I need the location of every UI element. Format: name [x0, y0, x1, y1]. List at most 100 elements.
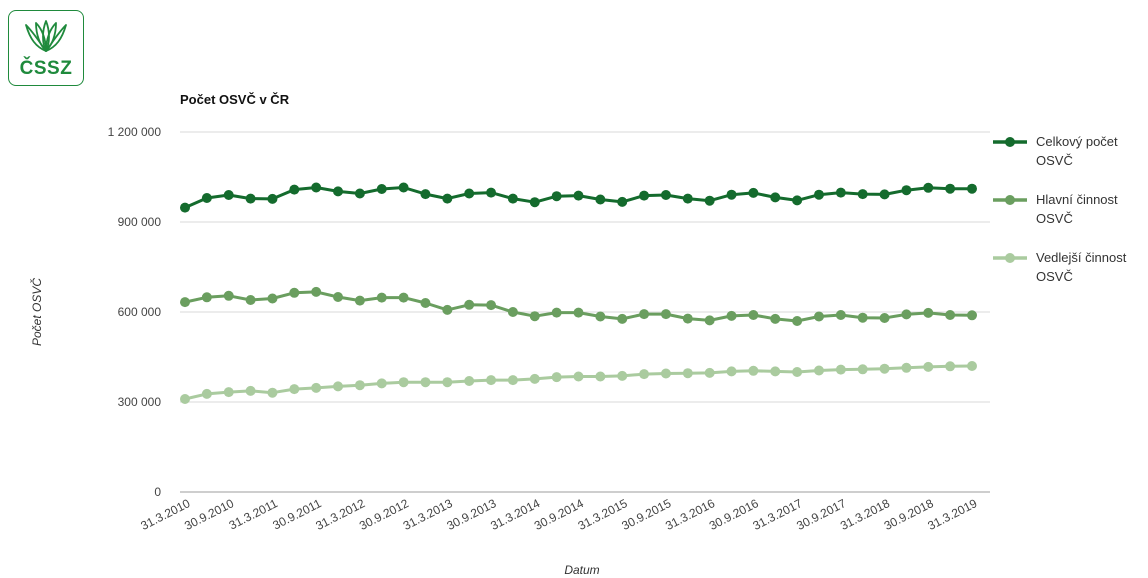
- y-tick-label: 1 200 000: [108, 125, 162, 139]
- x-tick-label: 30.9.2010: [182, 496, 236, 533]
- data-point: [180, 297, 190, 308]
- data-point: [682, 313, 693, 324]
- x-tick-label: 31.3.2017: [751, 496, 805, 533]
- data-point: [857, 364, 868, 375]
- data-point: [398, 377, 409, 388]
- data-point: [529, 311, 540, 322]
- data-point: [311, 382, 322, 393]
- data-point: [398, 292, 409, 303]
- data-point: [464, 376, 475, 386]
- data-point: [813, 311, 824, 322]
- data-point: [551, 191, 562, 202]
- legend-item: Hlavní činnost OSVČ: [993, 192, 1118, 226]
- x-tick-label: 31.3.2019: [925, 496, 979, 533]
- x-tick-label: 31.3.2016: [663, 496, 717, 533]
- data-point: [180, 202, 190, 213]
- data-point: [901, 185, 912, 196]
- data-point: [267, 387, 278, 398]
- data-point: [726, 366, 737, 377]
- data-point: [770, 192, 781, 203]
- series-group: [180, 182, 977, 404]
- data-point: [573, 307, 584, 318]
- data-point: [442, 377, 453, 388]
- data-point: [420, 189, 431, 200]
- legend-swatch-dot: [1005, 137, 1015, 147]
- x-tick-label: 31.3.2011: [227, 496, 280, 532]
- data-point: [595, 371, 606, 382]
- data-point: [967, 310, 977, 321]
- x-tick-label: 31.3.2018: [838, 496, 892, 533]
- data-point: [376, 184, 387, 194]
- series-1: [180, 182, 977, 213]
- data-point: [420, 298, 431, 308]
- data-point: [639, 369, 650, 380]
- data-point: [879, 189, 890, 200]
- data-point: [792, 316, 803, 326]
- legend-label: Hlavní činnost OSVČ: [1036, 192, 1118, 226]
- legend-label: Vedlejší činnost OSVČ: [1036, 250, 1127, 284]
- x-tick-label: 31.3.2012: [313, 496, 367, 533]
- data-point: [223, 387, 234, 398]
- data-point: [529, 197, 540, 208]
- leaf-icon: [25, 20, 67, 52]
- data-point: [267, 293, 278, 304]
- data-point: [748, 187, 759, 198]
- x-tick-label: 31.3.2014: [488, 496, 542, 533]
- x-tick-label: 31.3.2010: [138, 496, 192, 533]
- legend-item: Vedlejší činnost OSVČ: [993, 250, 1127, 284]
- data-point: [660, 368, 671, 379]
- x-tick-label: 30.9.2013: [444, 496, 498, 533]
- logo-text: ČSSZ: [19, 58, 73, 79]
- data-point: [245, 295, 256, 305]
- data-point: [595, 194, 606, 205]
- data-point: [551, 307, 562, 318]
- data-point: [354, 295, 365, 306]
- x-axis-title: Datum: [564, 563, 599, 577]
- data-point: [813, 365, 824, 376]
- data-point: [617, 370, 628, 381]
- data-point: [267, 193, 278, 204]
- data-point: [835, 187, 846, 198]
- x-tick-label: 31.3.2015: [576, 496, 630, 533]
- data-point: [529, 373, 540, 384]
- data-point: [442, 193, 453, 204]
- data-point: [311, 286, 322, 297]
- data-point: [180, 394, 190, 404]
- data-point: [617, 313, 628, 324]
- data-point: [748, 365, 759, 376]
- data-point: [639, 190, 650, 201]
- data-point: [704, 315, 715, 326]
- data-point: [857, 312, 868, 323]
- data-point: [879, 313, 890, 323]
- legend-swatch-dot: [1005, 253, 1015, 263]
- chart-title: Počet OSVČ v ČR: [180, 92, 290, 107]
- data-point: [704, 195, 715, 206]
- data-point: [945, 361, 956, 372]
- data-point: [835, 364, 846, 375]
- data-point: [245, 385, 256, 396]
- data-point: [660, 309, 671, 320]
- data-point: [201, 388, 212, 399]
- data-point: [682, 193, 693, 204]
- y-axis-ticks: 0 300 000 600 000 900 000 1 200 000: [108, 125, 162, 499]
- data-point: [420, 377, 431, 388]
- data-point: [792, 195, 803, 206]
- data-point: [398, 182, 409, 193]
- data-point: [333, 381, 344, 392]
- data-point: [507, 375, 518, 386]
- x-tick-label: 30.9.2016: [707, 496, 761, 533]
- legend: Celkový počet OSVČ Hlavní činnost OSVČ Vedle…: [993, 134, 1127, 284]
- data-point: [201, 193, 212, 203]
- data-point: [507, 307, 518, 317]
- data-point: [617, 196, 628, 207]
- data-point: [857, 189, 868, 200]
- data-point: [901, 362, 912, 373]
- data-point: [486, 300, 497, 311]
- data-point: [486, 187, 497, 198]
- data-point: [333, 186, 344, 197]
- data-point: [879, 363, 890, 374]
- data-point: [967, 361, 977, 371]
- x-tick-label: 30.9.2017: [794, 496, 848, 533]
